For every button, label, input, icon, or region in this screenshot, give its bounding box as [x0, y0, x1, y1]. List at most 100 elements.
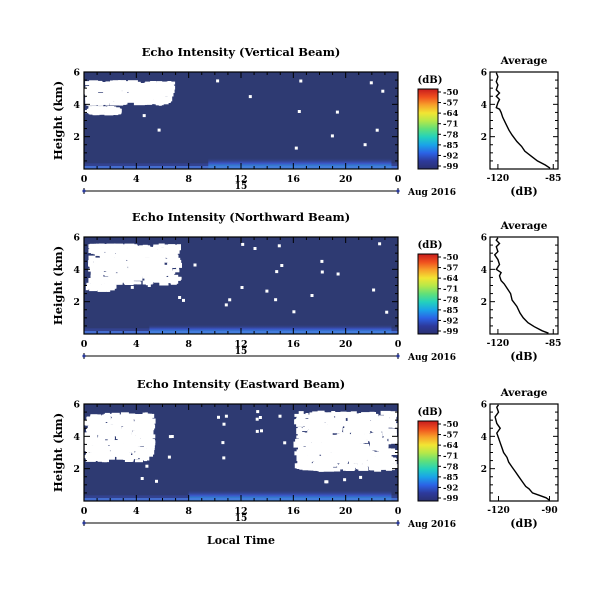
panel-3: Echo Intensity (Eastward Beam) 0 4 8 12 16 20 0… — [51, 377, 559, 547]
missing-data-cell — [359, 413, 371, 417]
missing-data-cell — [110, 420, 120, 425]
missing-data-cell — [170, 247, 179, 253]
missing-data-cell — [99, 253, 111, 256]
missing-data-cell — [139, 260, 148, 266]
missing-data-cell — [126, 443, 133, 449]
missing-data-cell — [154, 266, 166, 270]
missing-data-cell — [157, 92, 164, 95]
missing-data-cell — [360, 450, 369, 455]
missing-data-cell — [151, 442, 155, 446]
missing-data-cell — [153, 244, 162, 250]
missing-data-cell — [144, 85, 155, 91]
colorbar-tick-label: -57 — [443, 264, 458, 274]
missing-data-cell — [330, 435, 334, 439]
missing-data-cell — [112, 92, 115, 96]
missing-data-cell — [176, 245, 181, 251]
missing-data-cell — [315, 412, 319, 416]
missing-data-cell — [85, 285, 89, 291]
missing-data-cell — [89, 80, 99, 87]
missing-data-cell — [147, 260, 155, 266]
colorbar-tick-label: -85 — [443, 473, 458, 483]
colorbar-tick-label: -99 — [443, 327, 458, 337]
missing-data-cell — [221, 441, 225, 445]
missing-data-cell — [151, 413, 155, 418]
missing-data-cell — [140, 432, 150, 438]
missing-data-cell — [308, 440, 312, 445]
missing-data-cell — [160, 252, 165, 257]
missing-data-cell — [363, 143, 367, 147]
missing-data-cell — [91, 424, 95, 427]
profile-title: Average — [500, 220, 548, 232]
missing-data-cell — [240, 286, 244, 289]
missing-data-cell — [145, 282, 150, 286]
missing-data-cell — [162, 269, 171, 275]
missing-data-cell — [130, 285, 134, 289]
missing-data-cell — [294, 146, 298, 150]
missing-data-cell — [169, 257, 181, 261]
missing-data-cell — [101, 445, 105, 451]
missing-data-cell — [104, 107, 115, 114]
colorbar-tick-label: -78 — [443, 462, 458, 472]
missing-data-cell — [159, 281, 169, 286]
missing-data-cell — [95, 268, 104, 273]
missing-data-cell — [375, 446, 383, 451]
missing-data-cell — [298, 431, 302, 437]
missing-data-cell — [174, 262, 182, 268]
missing-data-cell — [312, 462, 323, 467]
missing-data-cell — [294, 444, 304, 448]
missing-data-cell — [275, 270, 279, 274]
x-axis-label: Local Time — [207, 534, 275, 547]
missing-data-cell — [348, 450, 360, 456]
y-axis-label: Height (km) — [51, 81, 65, 160]
missing-data-cell — [147, 440, 156, 444]
y-tick-label: 4 — [73, 100, 80, 111]
missing-data-cell — [159, 277, 165, 283]
missing-data-cell — [389, 421, 394, 428]
missing-data-cell — [310, 439, 318, 443]
missing-data-cell — [380, 428, 391, 432]
missing-data-cell — [370, 432, 379, 438]
missing-data-cell — [113, 101, 120, 105]
y-tick-label: 6 — [73, 233, 80, 244]
date-axis-month-year: Aug 2016 — [407, 188, 456, 198]
missing-data-cell — [141, 249, 153, 253]
missing-data-cell — [107, 285, 111, 292]
missing-data-cell — [108, 97, 113, 101]
missing-data-cell — [132, 446, 143, 452]
missing-data-cell — [317, 419, 329, 423]
missing-data-cell — [172, 277, 179, 284]
missing-data-cell — [167, 455, 171, 459]
missing-data-cell — [177, 276, 181, 281]
near-ground-enhancement — [208, 157, 392, 169]
missing-data-cell — [377, 437, 382, 442]
missing-data-cell — [330, 456, 337, 460]
missing-data-cell — [140, 83, 144, 87]
missing-data-cell — [299, 443, 309, 447]
colorbar-tick-label: -50 — [443, 253, 458, 263]
missing-data-cell — [88, 88, 92, 94]
missing-data-cell — [123, 416, 134, 422]
missing-data-cell — [300, 437, 309, 441]
y-axis-label: Height (km) — [51, 413, 65, 492]
missing-data-cell — [95, 446, 100, 453]
x-tick-label: 16 — [287, 506, 301, 517]
missing-data-cell — [110, 108, 119, 114]
missing-data-cell — [124, 249, 135, 255]
missing-data-cell — [358, 450, 362, 454]
missing-data-cell — [100, 100, 110, 105]
x-tick-label: 4 — [133, 506, 140, 517]
missing-data-cell — [121, 437, 132, 442]
missing-data-cell — [300, 463, 304, 467]
missing-data-cell — [147, 284, 151, 287]
missing-data-cell — [167, 262, 171, 267]
missing-data-cell — [302, 415, 306, 422]
missing-data-cell — [119, 415, 128, 420]
missing-data-cell — [323, 462, 327, 466]
x-tick-label: 16 — [287, 339, 301, 350]
missing-data-cell — [383, 434, 389, 439]
missing-data-cell — [129, 446, 138, 451]
missing-data-cell — [147, 249, 159, 254]
colorbar-tick-label: -99 — [443, 162, 458, 172]
missing-data-cell — [274, 298, 278, 302]
